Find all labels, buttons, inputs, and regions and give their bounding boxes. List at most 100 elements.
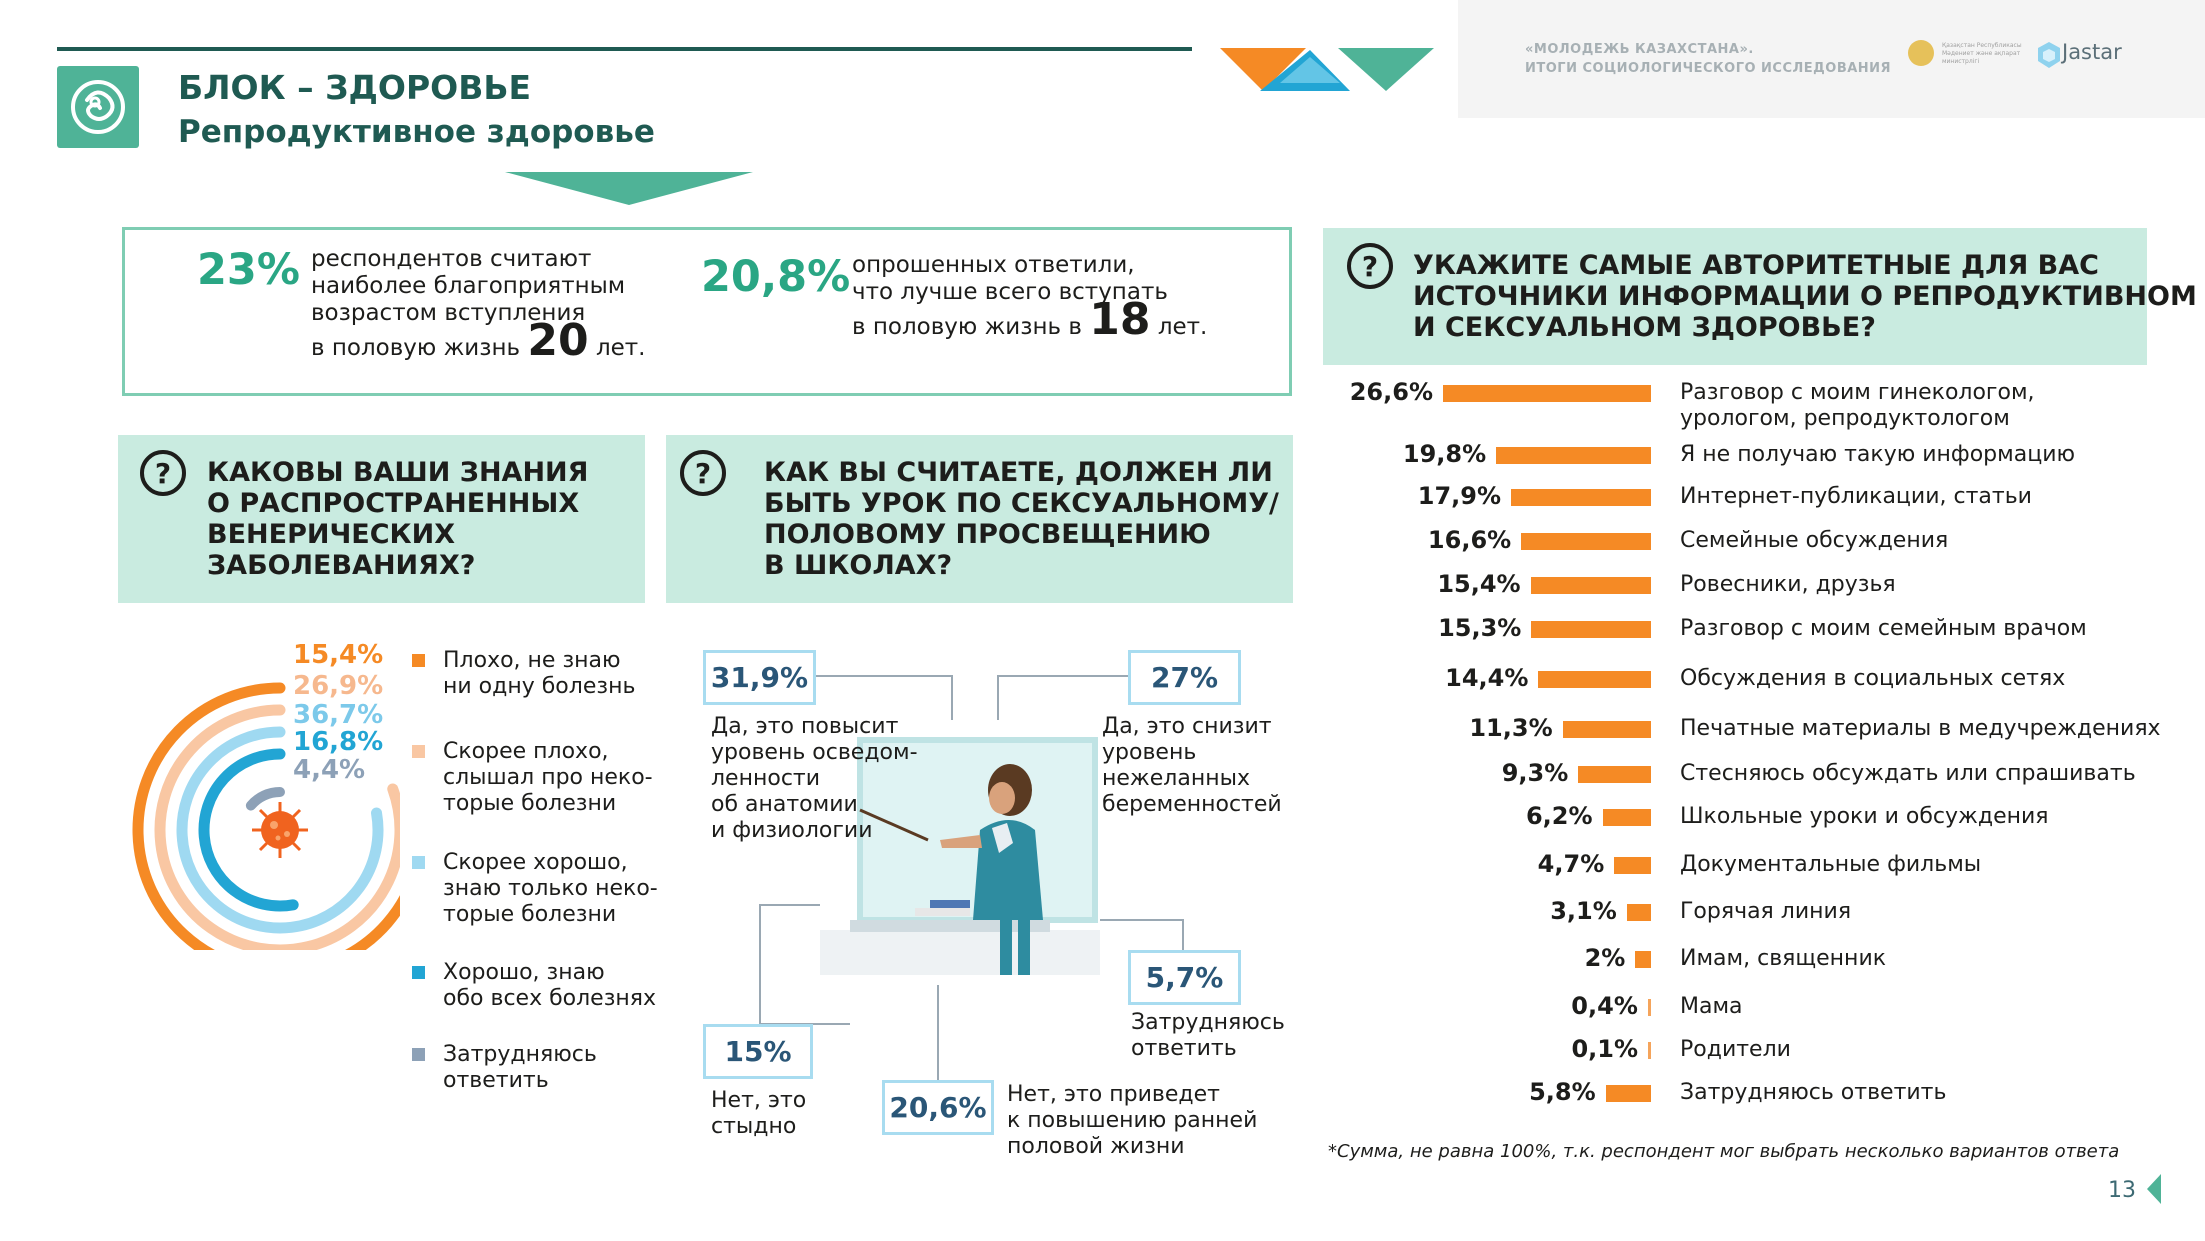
bar-category-label: Документальные фильмы <box>1680 852 1982 877</box>
std-arc-3 <box>176 726 384 934</box>
answer-text-2: Да, это снизит уровень нежеланных береме… <box>1102 714 1282 817</box>
teacher-illustration <box>820 720 1100 985</box>
bar <box>1562 721 1651 738</box>
bar-category-label: Школьные уроки и обсуждения <box>1680 804 2049 829</box>
bar <box>1605 1085 1651 1102</box>
answer-text-3: Затрудняюсь ответить <box>1131 1010 1285 1061</box>
header-rule <box>57 47 1192 51</box>
decorative-triangles <box>1220 48 1434 91</box>
legend-item-2: Скорее плохо, слышал про неко- торые бол… <box>443 739 653 816</box>
bar-category-label: Семейные обсуждения <box>1680 528 1949 553</box>
bar-category-label: Родители <box>1680 1037 1791 1062</box>
bar <box>1647 999 1651 1016</box>
bar-category-label: Ровесники, друзья <box>1680 572 1896 597</box>
question-std-text: КАКОВЫ ВАШИ ЗНАНИЯ О РАСПРОСТРАНЕННЫХ ВЕ… <box>207 457 589 581</box>
arc-label-4: 16,8% <box>293 727 384 757</box>
bar-value-label: 6,2% <box>1525 802 1593 830</box>
stat-pct-right: 20,8% <box>701 252 851 302</box>
bar-category-label: Затрудняюсь ответить <box>1680 1080 1947 1105</box>
bar-value-label: 9,3% <box>1501 759 1569 787</box>
question-sources-text: УКАЖИТЕ САМЫЕ АВТОРИТЕТНЫЕ ДЛЯ ВАС ИСТОЧ… <box>1413 250 2197 343</box>
bar <box>1531 621 1651 638</box>
legend-swatch <box>412 856 425 869</box>
bar-value-label: 14,4% <box>1445 664 1529 692</box>
page-title: БЛОК – ЗДОРОВЬЕ <box>178 68 532 107</box>
legend-item-1: Плохо, не знаю ни одну болезнь <box>443 648 636 699</box>
answer-text-4: Нет, это стыдно <box>711 1088 807 1139</box>
std-arc-chart <box>132 682 400 950</box>
bar-value-label: 0,1% <box>1571 1035 1638 1063</box>
std-arc-2 <box>154 704 400 950</box>
std-arc-5 <box>245 787 285 811</box>
bar-category-label: Печатные материалы в медучреждениях <box>1680 716 2161 741</box>
bar <box>1521 533 1651 550</box>
virus-icon <box>252 802 308 858</box>
bar <box>1496 447 1651 464</box>
bar-category-label: Я не получаю такую информацию <box>1680 442 2076 467</box>
ministry-text: Қазақстан Республикасы Мәдениет және ақп… <box>1942 42 2022 65</box>
bar <box>1614 857 1651 874</box>
bar <box>1626 904 1651 921</box>
question-school-text: КАК ВЫ СЧИТАЕТЕ, ДОЛЖЕН ЛИ БЫТЬ УРОК ПО … <box>764 457 1279 581</box>
age-value-left: 20 <box>527 315 589 366</box>
bar-category-label: Обсуждения в социальных сетях <box>1680 666 2066 691</box>
question-icon: ? <box>680 450 726 496</box>
legend-swatch <box>412 745 425 758</box>
legend-item-3: Скорее хорошо, знаю только неко- торые б… <box>443 850 658 927</box>
arc-label-1: 15,4% <box>293 640 384 670</box>
page-corner-marker <box>2147 1174 2161 1204</box>
bar-value-label: 0,4% <box>1571 992 1638 1020</box>
bar-category-label: Мама <box>1680 994 1743 1019</box>
bar <box>1602 809 1651 826</box>
bar <box>1443 385 1651 402</box>
bar-category-label: Интернет-публикации, статьи <box>1680 484 2032 509</box>
question-icon: ? <box>1347 243 1393 289</box>
bar-category-label: Разговор с моим семейным врачом <box>1680 616 2087 641</box>
stat-pct-left: 23% <box>197 245 300 295</box>
stats-box <box>122 227 1292 396</box>
connector-lines <box>759 675 1184 1080</box>
pct-box-2: 27% <box>1128 650 1241 705</box>
legend-item-4: Хорошо, знаю обо всех болезнях <box>443 960 657 1011</box>
bar-value-label: 11,3% <box>1469 714 1553 742</box>
legend-swatch <box>412 966 425 979</box>
question-box-std <box>118 435 645 603</box>
bar-value-label: 26,6% <box>1349 378 1433 406</box>
bar-category-label: Имам, священник <box>1680 946 1887 971</box>
legend-swatch <box>412 1048 425 1061</box>
down-arrow-shape <box>505 172 753 205</box>
bar <box>1530 577 1651 594</box>
state-emblem-icon <box>1908 40 1934 66</box>
legend-item-5: Затрудняюсь ответить <box>443 1042 597 1093</box>
bar <box>1578 766 1651 783</box>
stat-text-right: опрошенных ответили, что лучше всего вст… <box>852 252 1208 345</box>
header-brand-panel <box>1458 0 2205 118</box>
jastar-logo-icon <box>2038 42 2060 68</box>
footnote: *Сумма, не равна 100%, т.к. респондент м… <box>1328 1141 2120 1162</box>
bar-category-label: Горячая линия <box>1680 899 1852 924</box>
bar <box>1511 489 1651 506</box>
answer-text-1: Да, это повысит уровень осведом- ленност… <box>711 714 918 843</box>
bar-category-label: Разговор с моим гинекологом, урологом, ре… <box>1680 380 2035 431</box>
arc-label-5: 4,4% <box>293 755 366 785</box>
bar-category-label: Стесняюсь обсуждать или спрашивать <box>1680 761 2136 786</box>
pct-box-5: 20,6% <box>882 1080 994 1135</box>
pct-box-3: 5,7% <box>1128 950 1241 1005</box>
bar-value-label: 17,9% <box>1417 482 1502 510</box>
section-logo <box>57 66 139 148</box>
bar <box>1538 671 1651 688</box>
bar <box>1635 951 1651 968</box>
question-box-sources <box>1323 228 2147 365</box>
pct-box-1: 31,9% <box>703 650 816 705</box>
bar-value-label: 4,7% <box>1537 850 1605 878</box>
embryo-icon <box>71 80 125 134</box>
arc-label-2: 26,9% <box>293 671 384 701</box>
bar-value-label: 15,4% <box>1437 570 1521 598</box>
std-arc-1 <box>132 682 400 950</box>
std-arc-4 <box>198 748 299 912</box>
bar-value-label: 19,8% <box>1402 440 1487 468</box>
bar-value-label: 3,1% <box>1550 897 1617 925</box>
answer-text-5: Нет, это приведет к повышению ранней пол… <box>1007 1082 1258 1159</box>
brand-name: Jastar <box>2062 40 2122 64</box>
stat-text-left: респондентов считают наиболее благоприят… <box>311 246 646 366</box>
